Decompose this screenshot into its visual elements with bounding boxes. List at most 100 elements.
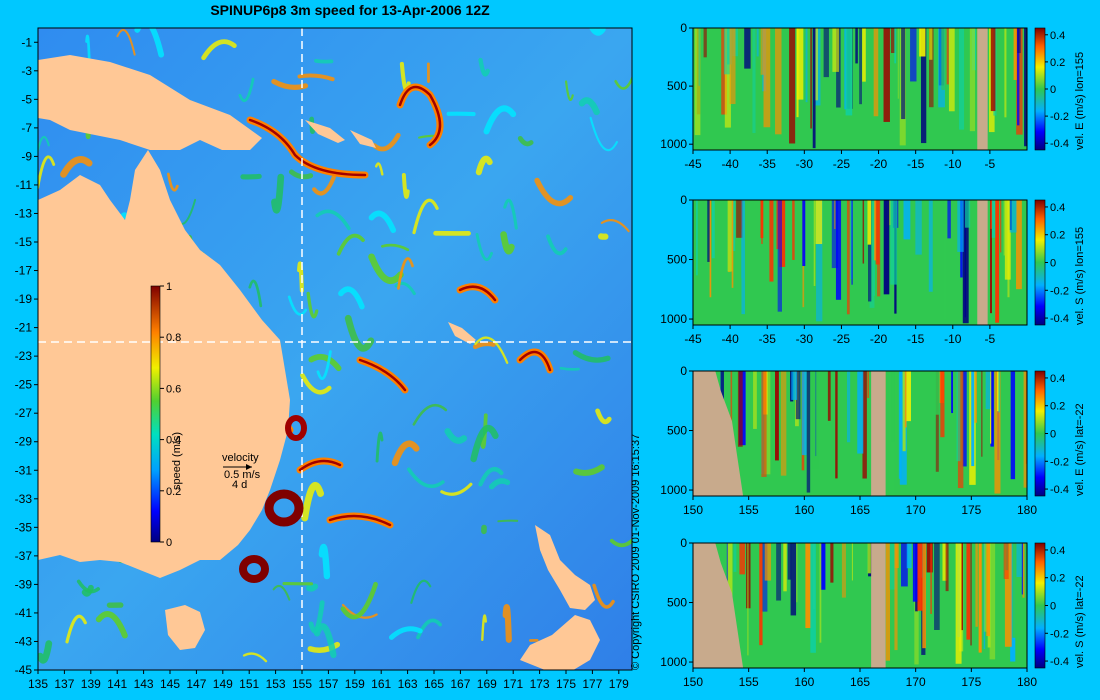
section-colorbar-tick-label: -0.2 [1050,285,1069,297]
section-column [846,28,853,109]
current-streak [248,279,263,308]
map-y-tick-label: -37 [15,549,33,563]
section-column [777,200,782,312]
map-x-tick-label: 151 [239,677,259,691]
map-y-tick-label: -27 [15,406,33,420]
section-column [867,200,872,245]
current-streak [238,77,255,102]
section-x-tick-label: -40 [721,332,739,346]
section-column [977,28,983,108]
current-streak [300,372,332,395]
section-column [1003,543,1009,580]
section-column [727,200,733,272]
section-colorbar-tick-label: -0.2 [1050,111,1069,123]
map-x-tick-label: 143 [134,677,154,691]
section-x-tick-label: 175 [961,675,981,689]
current-streak [412,198,439,235]
current-streak [318,544,331,580]
section-column [917,543,923,611]
section-x-tick-label: 170 [906,503,926,517]
section-x-tick-label: -15 [907,157,925,171]
section-column [941,28,946,90]
section-column [845,28,853,116]
section-column [775,371,779,461]
section-column [1016,200,1022,290]
current-streak [589,28,606,36]
chart-title: SPINUP6p8 3m speed for 13-Apr-2006 12Z [210,2,490,18]
section-y-tick-label: 1000 [660,312,687,326]
section-x-tick-label: -5 [985,332,996,346]
section-column [997,371,1000,461]
seafloor-continental-shelf [693,371,744,496]
map-x-tick-label: 169 [477,677,497,691]
current-streak [297,261,304,293]
section-colorbar-tick-label: 0.4 [1050,545,1065,557]
map-y-tick-label: -21 [15,321,33,335]
section-x-tick-label: -10 [944,332,962,346]
map-x-tick-label: 167 [450,677,470,691]
section-column [760,28,765,75]
section-column [868,543,874,577]
map-x-tick-label: 173 [530,677,550,691]
section-column [695,200,698,276]
section-column [867,371,870,399]
section-column [806,371,811,493]
section-column [831,200,838,269]
current-streak [546,234,568,256]
current-streak [240,173,262,180]
section-column [730,200,736,252]
section-frame [692,370,1028,497]
section-column [1004,28,1007,118]
section-column [728,200,731,273]
section-column [791,371,798,400]
map-y-tick-label: -43 [15,634,33,648]
map-y-tick-label: -29 [15,435,33,449]
section-column [957,543,960,638]
current-streak [60,156,93,178]
section-column [867,543,871,574]
current-streak [301,482,325,522]
current-streak [517,135,534,147]
map-y-tick-label: -19 [15,292,33,306]
section-y-tick-label: 1000 [660,655,687,669]
current-streak [116,29,136,56]
section-column [721,28,727,115]
section-column [851,543,853,581]
section-column [941,28,944,73]
map-x-tick-label: 163 [398,677,418,691]
section-column [875,200,880,265]
section-column [703,28,707,58]
section-colorbar-tick-label: -0.4 [1050,138,1069,150]
section-column [883,28,890,122]
section-column [964,200,966,318]
current-streak [368,210,397,234]
section-column [942,543,948,581]
map-y-tick-label: -45 [15,663,33,677]
section-column [704,371,706,444]
section-column [966,543,971,640]
section-column [855,28,858,64]
section-column [727,543,733,621]
velocity-key-label: velocity [222,452,259,464]
section-column [867,200,872,302]
section-column [958,28,965,130]
section-column [997,371,1000,412]
map-y-tick-label: -5 [21,92,32,106]
section-column [1013,28,1017,80]
section-column [969,28,976,132]
current-streak [242,652,268,663]
current-streak [344,314,375,352]
section-column [733,200,741,298]
section-column [885,543,891,661]
current-streak [502,604,512,643]
section-column [883,200,890,295]
section-column [1010,543,1016,662]
section-column [729,28,736,105]
current-streak [312,175,336,196]
section-column [850,28,852,110]
section-column [904,371,907,428]
current-streak [595,408,612,425]
section-column [917,543,923,578]
section-column [815,28,818,101]
current-streak [38,155,56,189]
